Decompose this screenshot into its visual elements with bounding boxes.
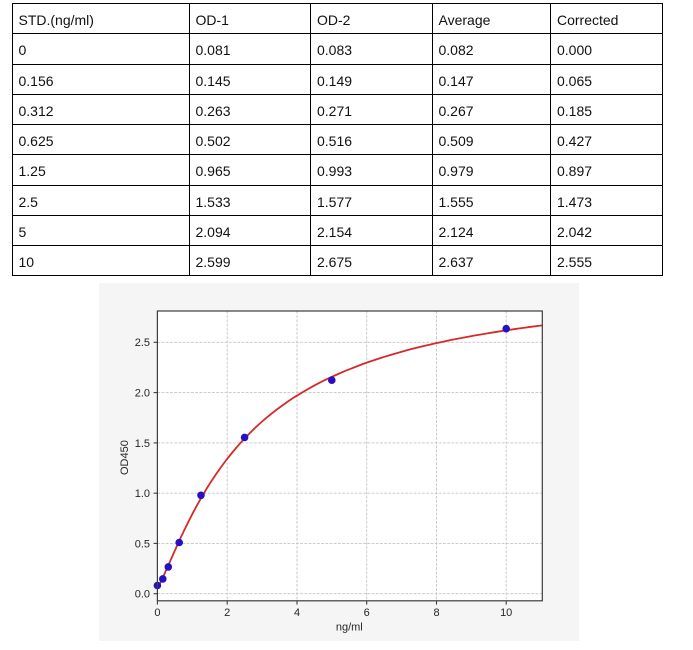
svg-text:2.0: 2.0	[135, 388, 150, 400]
svg-text:0.5: 0.5	[135, 538, 150, 550]
svg-text:1.0: 1.0	[135, 488, 150, 500]
svg-text:4: 4	[294, 607, 300, 619]
svg-text:6: 6	[364, 607, 370, 619]
svg-text:10: 10	[500, 607, 512, 619]
svg-text:0.0: 0.0	[135, 589, 150, 601]
svg-text:2.5: 2.5	[135, 337, 150, 349]
svg-text:8: 8	[433, 607, 439, 619]
svg-text:ng/ml: ng/ml	[336, 622, 363, 634]
svg-text:2: 2	[224, 607, 230, 619]
svg-text:0: 0	[154, 607, 160, 619]
svg-text:OD450: OD450	[119, 440, 131, 475]
svg-text:1.5: 1.5	[135, 438, 150, 450]
